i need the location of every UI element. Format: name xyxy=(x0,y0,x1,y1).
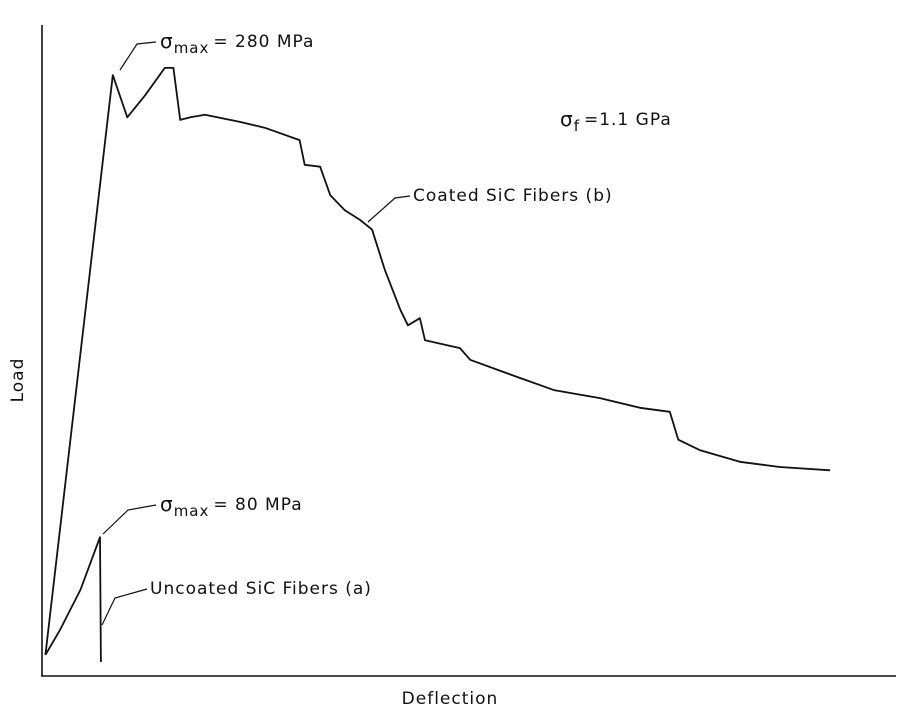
annotation: σf =1.1 GPa xyxy=(560,107,672,135)
annotation-subscript: max xyxy=(174,39,210,57)
x-axis-label: Deflection xyxy=(402,689,499,709)
annotation-symbol: σ xyxy=(160,492,174,516)
leader-line xyxy=(102,504,157,535)
leader-line xyxy=(119,41,157,71)
annotation-text: = 80 MPa xyxy=(213,495,302,515)
series-label: Coated SiC Fibers (b) xyxy=(413,186,613,206)
leader-line xyxy=(367,195,411,223)
annotation: σmax = 280 MPa xyxy=(160,29,314,57)
leader-line xyxy=(101,588,148,626)
y-axis-label: Load xyxy=(8,358,28,403)
data-line xyxy=(44,536,102,663)
annotation-symbol: σ xyxy=(560,107,574,131)
annotation-symbol: σ xyxy=(160,29,174,53)
annotation: σmax = 80 MPa xyxy=(160,492,303,520)
data-line xyxy=(44,67,831,656)
series-label: Uncoated SiC Fibers (a) xyxy=(150,579,372,599)
annotation-subscript: f xyxy=(574,117,580,135)
annotation-text: =1.1 GPa xyxy=(584,110,672,130)
annotation-subscript: max xyxy=(174,502,210,520)
annotation-text: = 280 MPa xyxy=(213,32,314,52)
